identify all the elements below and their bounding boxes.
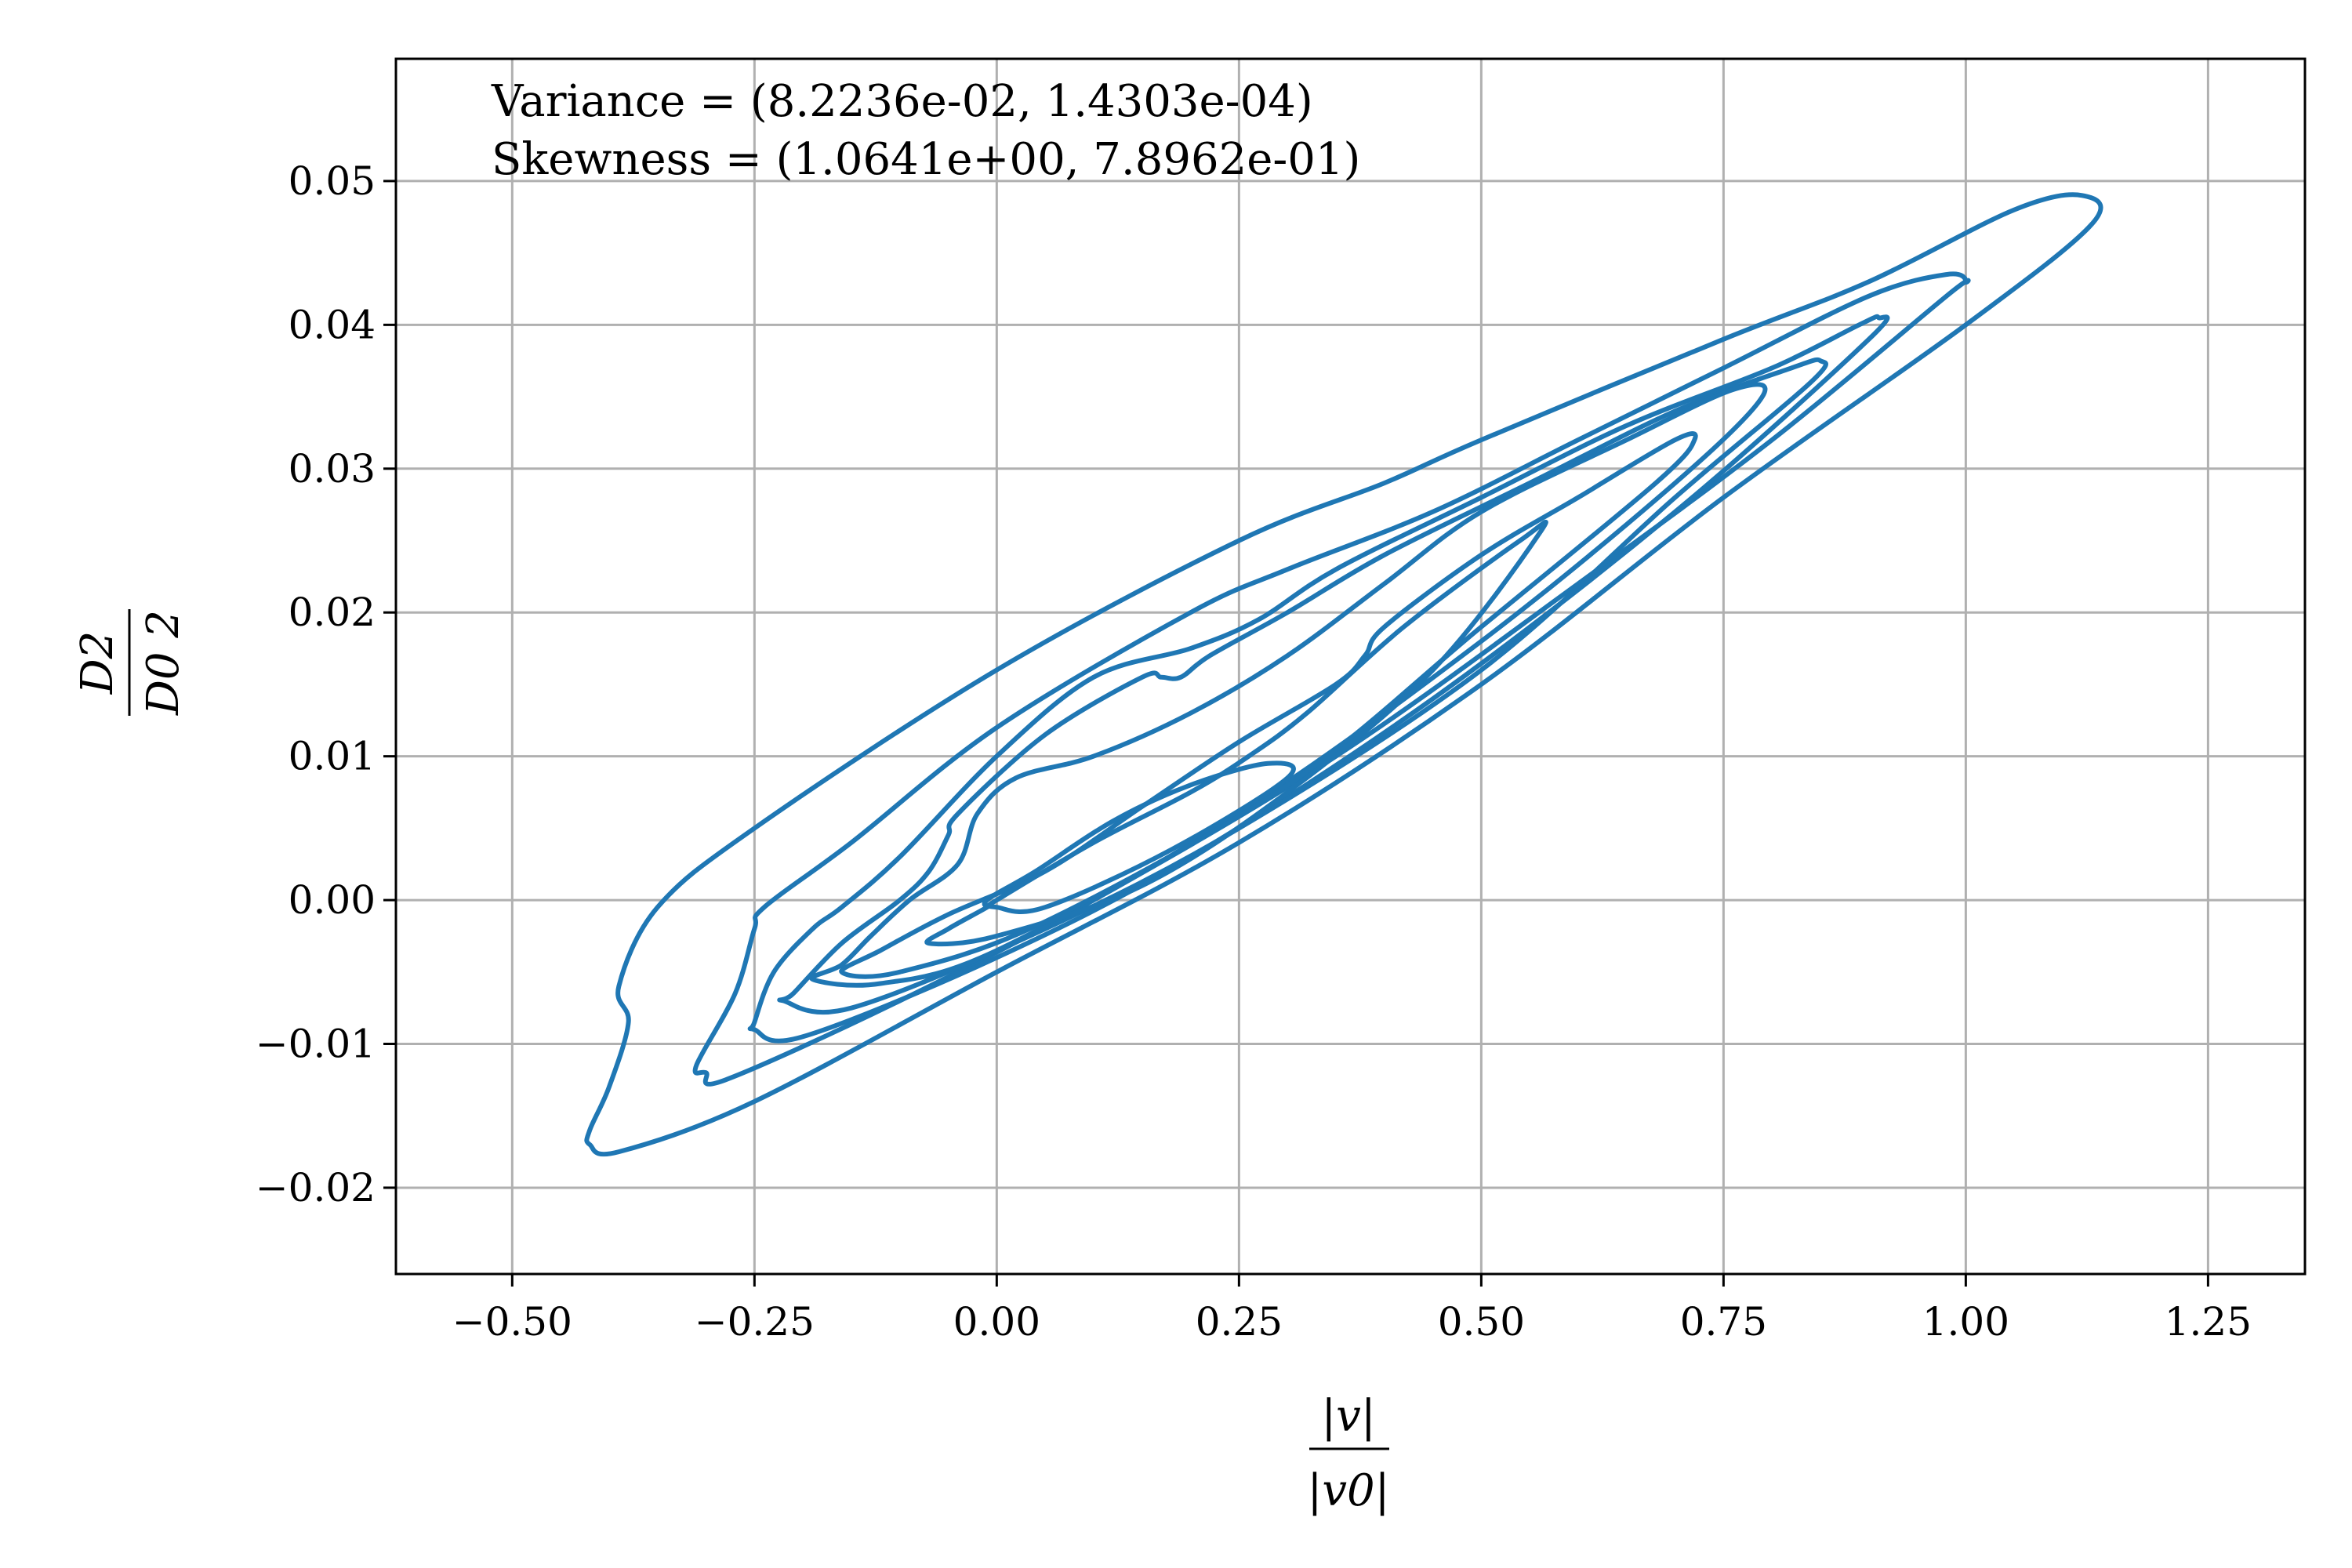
y-tick-label: 0.00 bbox=[289, 877, 376, 923]
y-tick-label: 0.05 bbox=[289, 158, 376, 204]
x-tick-label: 0.75 bbox=[1680, 1299, 1767, 1345]
y-axis-ticks: −0.02 −0.01 0.00 0.01 0.02 0.03 0.04 0.05 bbox=[256, 158, 396, 1210]
y-axis-label: D2 D0 2 bbox=[72, 609, 189, 716]
x-tick-label: 1.00 bbox=[1922, 1299, 2009, 1345]
x-tick-label: −0.25 bbox=[695, 1299, 815, 1345]
y-tick-label: 0.04 bbox=[289, 302, 376, 347]
y-tick-label: 0.02 bbox=[289, 590, 376, 635]
x-tick-label: 1.25 bbox=[2165, 1299, 2252, 1345]
contour-lines bbox=[584, 192, 2103, 1157]
contour-level-5 bbox=[809, 382, 1768, 988]
x-axis-label: |v| |v0| bbox=[1308, 1391, 1390, 1516]
contour-level-7 bbox=[924, 519, 1548, 947]
x-tick-label: −0.50 bbox=[452, 1299, 572, 1345]
x-label-denominator: |v0| bbox=[1308, 1465, 1390, 1516]
x-tick-label: 0.50 bbox=[1438, 1299, 1525, 1345]
skewness-annotation: Skewness = (1.0641e+00, 7.8962e-01) bbox=[492, 134, 1360, 185]
contour-level-2 bbox=[692, 271, 1971, 1087]
y-tick-label: −0.02 bbox=[256, 1165, 376, 1210]
plot-frame bbox=[394, 57, 2307, 1276]
contour-level-1 bbox=[584, 192, 2103, 1157]
y-tick-label: 0.03 bbox=[289, 446, 376, 492]
x-label-numerator: |v| bbox=[1321, 1391, 1375, 1442]
contour-level-4 bbox=[777, 357, 1828, 1014]
contour-level-6 bbox=[839, 431, 1698, 979]
contour-level-3 bbox=[747, 314, 1890, 1044]
y-tick-label: 0.01 bbox=[289, 734, 376, 779]
x-axis-ticks: −0.50 −0.25 0.00 0.25 0.50 0.75 1.00 1.25 bbox=[452, 1274, 2252, 1345]
x-tick-label: 0.00 bbox=[953, 1299, 1040, 1345]
variance-annotation: Variance = (8.2236e-02, 1.4303e-04) bbox=[491, 76, 1313, 127]
y-label-numerator: D2 bbox=[72, 631, 123, 695]
y-tick-label: −0.01 bbox=[256, 1022, 376, 1067]
contour-level-8 bbox=[982, 760, 1296, 915]
grid-lines bbox=[396, 59, 2305, 1274]
y-label-denominator: D0 2 bbox=[138, 610, 189, 716]
x-tick-label: 0.25 bbox=[1196, 1299, 1283, 1345]
